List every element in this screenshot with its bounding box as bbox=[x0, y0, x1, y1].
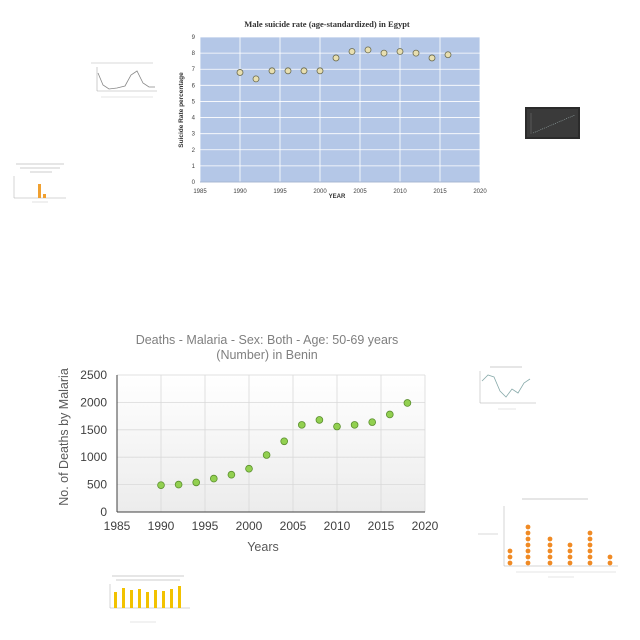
chart2-y-tick-label: 2500 bbox=[80, 368, 107, 382]
chart2-title-line-2: (Number) in Benin bbox=[216, 348, 317, 362]
chart1-x-tick-label: 2005 bbox=[353, 189, 367, 195]
chart2-data-point[interactable] bbox=[298, 421, 306, 429]
chart1-y-tick-label: 2 bbox=[192, 148, 196, 154]
chart2-x-tick-label: 1985 bbox=[104, 519, 131, 533]
chart1-x-tick-label: 2010 bbox=[393, 189, 407, 195]
chart2-data-point[interactable] bbox=[210, 474, 218, 483]
chart1-y-tick-label: 3 bbox=[192, 132, 196, 138]
chart1-plot-area bbox=[200, 37, 480, 182]
chart-egypt-suicide-rate: Male suicide rate (age-standardized) in … bbox=[178, 19, 487, 200]
chart2-x-tick-label: 2000 bbox=[236, 519, 263, 533]
chart2-x-tick-label: 2015 bbox=[368, 519, 395, 533]
chart1-data-point[interactable] bbox=[316, 67, 324, 75]
chart1-y-tick-label: 0 bbox=[192, 180, 196, 186]
thumbnail-dark-chart[interactable] bbox=[525, 107, 580, 139]
chart1-data-point[interactable] bbox=[444, 51, 452, 59]
chart2-data-point[interactable] bbox=[192, 478, 201, 487]
chart2-data-point[interactable] bbox=[333, 422, 341, 431]
chart1-data-point[interactable] bbox=[348, 48, 356, 55]
chart2-y-tick-label: 2000 bbox=[80, 395, 107, 409]
thumbnail-yellow-bar-chart[interactable] bbox=[100, 572, 192, 628]
chart1-y-tick-label: 8 bbox=[192, 51, 196, 57]
chart1-data-point[interactable] bbox=[268, 67, 276, 75]
chart1-data-point[interactable] bbox=[428, 54, 436, 62]
chart1-y-tick-label: 7 bbox=[192, 67, 196, 73]
chart1-y-tick-label: 9 bbox=[192, 35, 196, 41]
chart2-data-point[interactable] bbox=[227, 470, 236, 479]
chart2-plot-area bbox=[117, 375, 425, 512]
chart2-x-tick-label: 2020 bbox=[412, 519, 439, 533]
chart2-y-tick-label: 1500 bbox=[80, 423, 107, 437]
chart1-data-point[interactable] bbox=[396, 48, 404, 55]
chart1-y-tick-label: 6 bbox=[192, 83, 196, 89]
chart2-data-point[interactable] bbox=[350, 421, 359, 429]
chart2-data-point[interactable] bbox=[315, 416, 324, 424]
chart2-title-line-1: Deaths - Malaria - Sex: Both - Age: 50-6… bbox=[136, 333, 399, 347]
thumbnail-dot-chart[interactable] bbox=[476, 494, 622, 580]
chart1-y-tick-label: 5 bbox=[192, 99, 196, 105]
chart1-data-point[interactable] bbox=[252, 75, 260, 83]
chart1-data-point[interactable] bbox=[364, 46, 372, 54]
chart-benin-malaria-deaths: Deaths - Malaria - Sex: Both - Age: 50-6… bbox=[57, 333, 439, 554]
thumbnail-line-chart-2[interactable] bbox=[472, 363, 540, 413]
chart2-y-axis-label: No. of Deaths by Malaria bbox=[57, 368, 71, 506]
chart2-data-point[interactable] bbox=[403, 399, 412, 407]
chart1-y-tick-label: 4 bbox=[192, 116, 196, 122]
chart1-data-point[interactable] bbox=[380, 49, 388, 57]
chart2-data-point[interactable] bbox=[245, 464, 253, 473]
chart2-x-tick-label: 1995 bbox=[192, 519, 219, 533]
chart2-x-tick-label: 2010 bbox=[324, 519, 351, 533]
chart2-data-point[interactable] bbox=[174, 480, 183, 489]
chart1-y-axis-label: Suicide Rate percentage bbox=[178, 72, 185, 148]
chart1-x-tick-label: 1985 bbox=[193, 189, 207, 195]
chart2-data-point[interactable] bbox=[385, 410, 394, 419]
chart1-x-tick-label: 2015 bbox=[433, 189, 447, 195]
chart1-data-point[interactable] bbox=[284, 67, 292, 75]
chart1-title: Male suicide rate (age-standardized) in … bbox=[244, 19, 410, 29]
chart2-data-point[interactable] bbox=[157, 481, 165, 489]
chart1-data-point[interactable] bbox=[236, 69, 244, 76]
chart2-data-point[interactable] bbox=[262, 451, 271, 459]
chart1-data-point[interactable] bbox=[300, 67, 308, 75]
chart1-y-tick-label: 1 bbox=[192, 164, 196, 170]
chart1-x-axis-label: YEAR bbox=[329, 194, 346, 200]
thumbnail-line-chart[interactable] bbox=[83, 53, 161, 103]
chart1-x-tick-label: 1995 bbox=[273, 189, 287, 195]
chart1-x-tick-label: 2020 bbox=[473, 189, 487, 195]
chart2-x-axis-label: Years bbox=[247, 540, 279, 554]
thumbnail-bar-chart[interactable] bbox=[8, 160, 70, 205]
chart2-y-tick-label: 500 bbox=[87, 478, 107, 492]
chart2-x-tick-label: 1990 bbox=[148, 519, 175, 533]
chart1-data-point[interactable] bbox=[412, 49, 420, 57]
chart2-data-point[interactable] bbox=[368, 418, 377, 426]
chart1-data-point[interactable] bbox=[332, 54, 340, 62]
chart2-y-tick-label: 1000 bbox=[80, 450, 107, 464]
chart1-x-tick-label: 2000 bbox=[313, 189, 327, 195]
chart1-x-tick-label: 1990 bbox=[233, 189, 247, 195]
chart2-y-tick-label: 0 bbox=[100, 505, 107, 519]
chart2-x-tick-label: 2005 bbox=[280, 519, 307, 533]
chart2-data-point[interactable] bbox=[280, 437, 289, 446]
